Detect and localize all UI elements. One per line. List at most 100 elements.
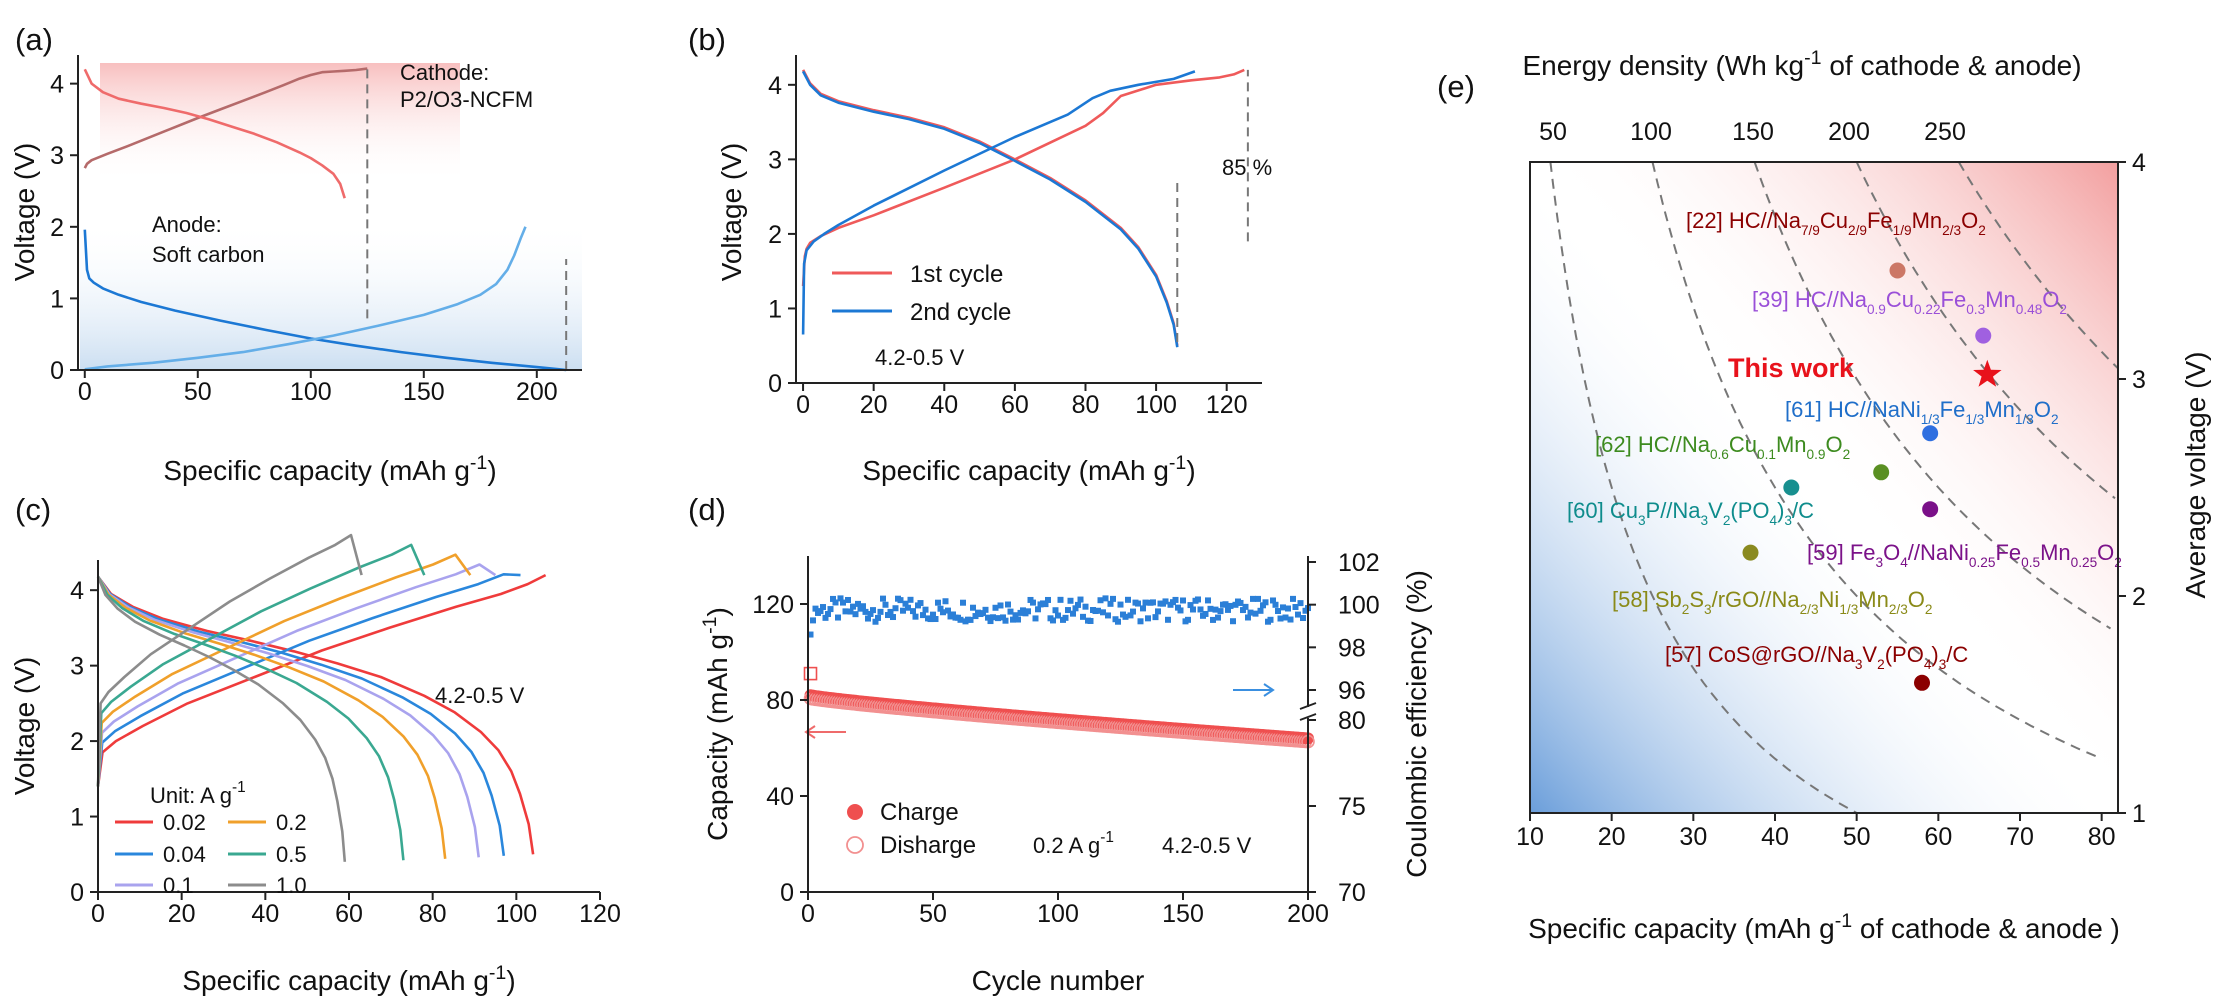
e-top-tick-label: 100 <box>1630 118 1672 146</box>
c-legend-label-0.1: 0.1 <box>163 873 194 898</box>
d-ce-point <box>832 599 839 606</box>
d-ce-point <box>1115 618 1121 625</box>
a-ytick-label: 4 <box>50 71 64 99</box>
d-ce-point <box>1082 603 1089 610</box>
e-point-label-[22]: [22] HC//Na7/9Cu2/9Fe1/9Mn2/3O2 <box>1686 208 1986 238</box>
c-discharge-1.0 <box>96 576 347 862</box>
c-ytick-label: 1 <box>70 804 84 832</box>
c-charge-0.2 <box>96 553 472 787</box>
d-right-tick-label: 98 <box>1338 634 1366 662</box>
d-ce-point <box>1262 599 1269 606</box>
c-charge-0.1 <box>96 563 497 787</box>
d-ce-point <box>1165 616 1171 623</box>
c-range-text: 4.2-0.5 V <box>435 683 525 708</box>
e-top-axis-title: Energy density (Wh kg-1 of cathode & ano… <box>1522 47 2081 81</box>
c-xtick-label: 120 <box>579 900 621 928</box>
d-ce-point <box>880 595 886 602</box>
d-ce-point <box>877 608 884 615</box>
e-frame <box>1529 161 2119 814</box>
d-ce-point <box>885 612 891 619</box>
d-ce-point <box>825 611 831 618</box>
b-range-text: 4.2-0.5 V <box>875 345 965 370</box>
c-legend-label-1.0: 1.0 <box>276 873 307 898</box>
d-ce-point <box>1050 617 1056 624</box>
panel-label-e: (e) <box>1437 69 1475 104</box>
d-ce-point <box>1177 607 1184 614</box>
e-point-[61] <box>1922 425 1939 442</box>
a-curve-anode-charge <box>84 226 527 371</box>
d-ce-point <box>812 605 819 612</box>
d-ce-point <box>872 618 879 625</box>
b-xtick-label: 60 <box>1001 391 1029 419</box>
d-ce-point <box>1237 599 1244 606</box>
d-range-text: 4.2-0.5 V <box>1162 833 1252 858</box>
c-legend-title: Unit: A g-1 <box>150 779 246 808</box>
d-ce-point <box>1280 604 1286 611</box>
d-ce-point <box>1267 616 1274 623</box>
e-contour-50 <box>1549 161 1858 814</box>
d-ce-point <box>1107 600 1114 607</box>
c-legend-label-0.02: 0.02 <box>163 810 206 835</box>
d-ce-point <box>1110 595 1116 602</box>
e-xtick-label: 80 <box>2088 823 2116 851</box>
d-ce-point <box>1202 610 1209 617</box>
e-top-tick-label: 50 <box>1539 118 1567 146</box>
d-ce-point <box>997 602 1004 609</box>
panel-label-d: (d) <box>688 492 726 527</box>
a-cathode-label: Cathode: <box>400 60 489 85</box>
c-charge-0.04 <box>96 572 521 787</box>
c-ytick-label: 0 <box>70 879 84 907</box>
d-legend-discharge-marker <box>846 836 864 854</box>
d-ce-point <box>1282 614 1289 621</box>
d-legend-charge-marker <box>847 804 863 820</box>
d-ce-point <box>1140 605 1146 612</box>
e-point-[59] <box>1922 501 1939 518</box>
d-ce-point <box>1075 601 1081 608</box>
d-rate-text: 0.2 A g-1 <box>1033 829 1114 858</box>
e-xtick-label: 50 <box>1843 823 1871 851</box>
d-ce-point <box>1292 604 1299 611</box>
e-xtick-label: 70 <box>2006 823 2034 851</box>
anode-background <box>80 219 582 370</box>
a-curve-cathode-charge <box>83 67 368 169</box>
a-ytick-label: 1 <box>50 285 64 313</box>
e-y-tick-label: 2 <box>2132 583 2146 611</box>
d-ce-point <box>935 599 941 606</box>
d-ce-point <box>970 604 976 611</box>
c-ytick-label: 4 <box>70 577 84 605</box>
c-discharge-0.02 <box>96 575 535 855</box>
b-xtick-label: 80 <box>1072 391 1100 419</box>
d-ce-arrowhead <box>1263 683 1275 697</box>
e-gradient-background <box>1530 162 2118 813</box>
b-ytick-label: 3 <box>768 146 782 174</box>
c-legend-label-0.5: 0.5 <box>276 842 307 867</box>
d-ce-point <box>892 605 899 612</box>
d-ce-point <box>1035 606 1041 613</box>
d-ce-point <box>1117 601 1124 608</box>
d-ce-point <box>1105 612 1111 619</box>
panel-label-c: (c) <box>15 492 51 527</box>
d-ce-point <box>1232 601 1239 608</box>
d-ce-point <box>1007 608 1014 615</box>
b-legend-label-2: 2nd cycle <box>910 299 1011 326</box>
d-left-axis-title: Capacity (mAh g-1) <box>699 607 733 841</box>
d-ce-point <box>1162 598 1169 605</box>
d-ce-point <box>900 607 906 614</box>
d-ce-point <box>1130 608 1136 615</box>
d-cap-arrowhead <box>804 725 816 739</box>
d-ce-point <box>1215 614 1221 621</box>
a-x-axis-title: Specific capacity (mAh g-1) <box>163 452 496 486</box>
d-ce-point <box>1057 596 1064 603</box>
a-curve-anode-discharge <box>83 229 567 372</box>
e-point-[58] <box>1742 544 1759 561</box>
d-ce-point <box>912 613 919 620</box>
e-point-[60] <box>1783 479 1800 496</box>
d-ytick-label: 80 <box>766 687 794 715</box>
d-ytick-label: 120 <box>752 591 794 619</box>
d-ce-point <box>852 611 859 618</box>
d-ce-point <box>835 614 841 621</box>
d-ce-point <box>1067 597 1074 604</box>
d-ce-point <box>990 614 996 621</box>
d-ce-point <box>910 608 916 615</box>
